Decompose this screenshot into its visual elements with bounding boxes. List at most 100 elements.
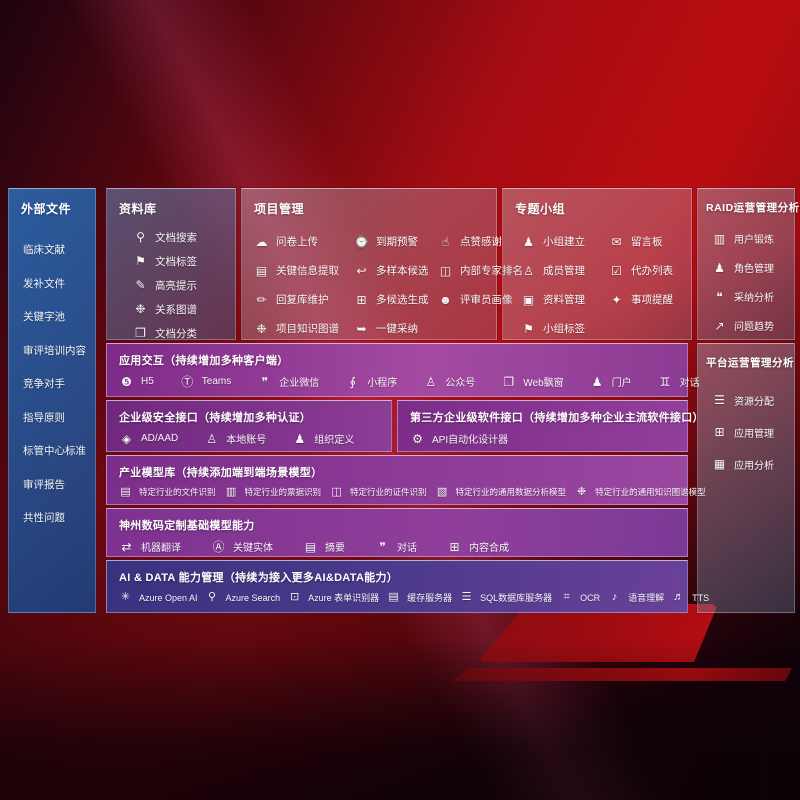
feature-item: ↗ 问题趋势 xyxy=(712,311,794,340)
todo-list-icon: ☑ xyxy=(611,263,622,278)
model-item: ▥ 特定行业的票据识别 xyxy=(225,485,322,498)
reply-maintain-icon: ✏ xyxy=(256,292,267,307)
ai-service-item: ♬ TTS xyxy=(673,591,710,603)
external-file-item: 标管中心标准 xyxy=(23,445,86,458)
feature-item: ◫ 内部专家排名 xyxy=(439,263,523,278)
feature-item: ❉ 项目知识图谱 xyxy=(254,314,354,343)
external-files-title: 外部文件 xyxy=(21,202,72,216)
external-file-item: 指导原则 xyxy=(23,411,65,424)
feature-item: ☻ 评审员画像 xyxy=(439,292,513,307)
project-management-panel: 项目管理 ☁ 问卷上传 ⌚ 到期预警 ☝ 点赞感谢 ▤ 关键信息提取 ↩ 多样本… xyxy=(241,188,524,343)
feature-item: ⚲ 文档搜索 xyxy=(133,225,235,249)
raid-analytics-list: ▥ 用户锻炼 ♟ 角色管理 ❝ 采纳分析 ↗ 问题趋势 xyxy=(712,224,794,340)
doc-search-icon: ⚲ xyxy=(136,230,145,244)
raid-analytics-title: RAID运营管理分析 xyxy=(706,202,800,214)
user-training-icon: ▥ xyxy=(713,231,726,246)
raid-analytics-panel: RAID运营管理分析 ▥ 用户锻炼 ♟ 角色管理 ❝ 采纳分析 ↗ 问题趋势 xyxy=(697,188,800,340)
resource-allocation-icon: ☰ xyxy=(714,393,725,407)
base-model-row: 神州数码定制基础模型能力 ⇄ 机器翻译 Ⓐ 关键实体 ▤ 摘要 ❞ 对话 ⊞ 内… xyxy=(106,508,688,557)
thumbs-up-icon: ☝ xyxy=(441,234,450,249)
id-recognition-icon: ◫ xyxy=(331,485,342,498)
client-item: ❐ Web飘窗 xyxy=(501,374,563,390)
auth-item: ♟ 组织定义 xyxy=(292,431,354,447)
platform-analytics-panel: 平台运营管理分析 ☰ 资源分配 ⊞ 应用管理 ▦ 应用分析 xyxy=(697,343,795,613)
expert-ranking-icon: ◫ xyxy=(439,263,452,278)
topic-groups-list: ♟ 小组建立 ✉ 留言板 ♙ 成员管理 ☑ 代办列表 ▣ 资料管理 ✦ 事项提醒 xyxy=(521,227,691,343)
key-info-extract-icon: ▤ xyxy=(255,263,268,278)
feature-item: ✏ 回复库维护 xyxy=(254,285,354,314)
feature-item: ➥ 一键采纳 xyxy=(354,314,438,343)
h5-icon: ❺ xyxy=(121,374,132,389)
ai-service-item: ✳ Azure Open AI xyxy=(120,591,198,603)
capability-item: ⊞ 内容合成 xyxy=(447,539,509,555)
chat-icon: ❞ xyxy=(379,539,386,554)
app-analysis-icon: ▦ xyxy=(713,457,726,471)
machine-translate-icon: ⇄ xyxy=(121,539,132,554)
topic-groups-title: 专题小组 xyxy=(515,202,566,216)
external-file-item: 临床文献 xyxy=(23,244,65,257)
feature-item: ▦ 应用分析 xyxy=(713,457,774,472)
ai-service-item: ☰ SQL数据库服务器 xyxy=(461,591,553,604)
feature-item: ▥ 用户锻炼 xyxy=(713,231,774,247)
feature-item: ▣ 资料管理 xyxy=(522,292,585,307)
project-management-title: 项目管理 xyxy=(254,202,305,216)
content-synthesis-icon: ⊞ xyxy=(449,539,460,554)
feature-item: ♟ 小组建立 xyxy=(521,227,609,256)
feature-item: ☰ 资源分配 xyxy=(712,384,794,416)
feature-item: ↩ 多样本候选 xyxy=(354,256,438,285)
speech-understanding-icon: ♪ xyxy=(611,591,618,603)
client-item: ♟ 门户 xyxy=(590,374,632,390)
client-item: Ⓣ Teams xyxy=(181,374,232,389)
third-party-interface-list: ⚙ API自动化设计器 xyxy=(410,431,675,447)
web-popup-icon: ❐ xyxy=(503,374,515,389)
one-click-adopt-icon: ➥ xyxy=(356,321,367,336)
portal-icon: ♟ xyxy=(591,374,603,389)
feature-item: ⚑ 文档标签 xyxy=(133,249,235,273)
miniprogram-icon: ∮ xyxy=(349,374,356,389)
client-item: ♊ 对话 xyxy=(658,374,700,390)
model-item: ▤ 特定行业的文件识别 xyxy=(120,485,216,498)
model-item: ◫ 特定行业的证件识别 xyxy=(331,485,427,498)
enterprise-security-row: 企业级安全接口（持续增加多种认证） ◈ AD/AAD ♙ 本地账号 ♟ 组织定义 xyxy=(106,400,392,452)
ai-service-item: ⊡ Azure 表单识别器 xyxy=(289,591,380,604)
official-account-icon: ♙ xyxy=(425,374,437,389)
issue-trend-icon: ↗ xyxy=(714,318,725,333)
knowledge-graph-model-icon: ❉ xyxy=(576,485,587,498)
project-management-list: ☁ 问卷上传 ⌚ 到期预警 ☝ 点赞感谢 ▤ 关键信息提取 ↩ 多样本候选 ◫ … xyxy=(254,227,524,343)
reminder-bell-icon: ✦ xyxy=(611,292,622,307)
enterprise-security-title: 企业级安全接口（持续增加多种认证） xyxy=(119,412,312,424)
api-designer-icon: ⚙ xyxy=(412,431,423,446)
external-files-panel: 外部文件 临床文献 发补文件 关键字池 审评培训内容 竞争对手 指导原则 标管中… xyxy=(8,188,96,613)
reviewer-profile-icon: ☻ xyxy=(439,292,452,307)
topic-groups-panel: 专题小组 ♟ 小组建立 ✉ 留言板 ♙ 成员管理 ☑ 代办列表 ▣ 资料管理 xyxy=(502,188,692,340)
bg-red-bar xyxy=(452,668,792,681)
third-party-interface-row: 第三方企业级软件接口（持续增加多种企业主流软件接口） ⚙ API自动化设计器 xyxy=(397,400,704,452)
feature-item: ✎ 高亮提示 xyxy=(133,273,235,297)
ad-aad-icon: ◈ xyxy=(121,431,132,446)
library-panel: 资料库 ⚲ 文档搜索 ⚑ 文档标签 ✎ 高亮提示 ❉ 关系图谱 ❐ 文档分类 xyxy=(106,188,236,340)
ai-data-row: AI & DATA 能力管理（持续为接入更多AI&DATA能力） ✳ Azure… xyxy=(106,560,709,613)
doc-classify-icon: ❐ xyxy=(135,326,146,340)
feature-item: ▤ 关键信息提取 xyxy=(255,263,339,278)
feature-item: ☁ 问卷上传 xyxy=(255,234,319,249)
auth-item: ♙ 本地账号 xyxy=(204,431,266,447)
feature-item: ❝ 采纳分析 xyxy=(712,282,794,311)
invoice-recognition-icon: ▥ xyxy=(225,485,237,498)
ai-service-item: ⚲ Azure Search xyxy=(206,592,280,603)
feature-item: ⊞ 多候选生成 xyxy=(354,285,438,314)
feature-item: ❐ 文档分类 xyxy=(133,321,235,345)
ai-service-item: ⌗ OCR xyxy=(560,592,601,603)
client-item: ❞ 企业微信 xyxy=(257,374,320,390)
local-account-icon: ♙ xyxy=(206,431,218,446)
external-file-item: 审评报告 xyxy=(23,478,65,491)
ai-data-list: ✳ Azure Open AI ⚲ Azure Search ⊡ Azure 表… xyxy=(119,591,709,604)
data-analysis-model-icon: ▧ xyxy=(436,485,448,498)
feature-item: ☝ 点赞感谢 xyxy=(438,227,523,256)
capability-item: ❞ 对话 xyxy=(375,539,417,555)
library-list: ⚲ 文档搜索 ⚑ 文档标签 ✎ 高亮提示 ❉ 关系图谱 ❐ 文档分类 xyxy=(133,225,235,345)
project-knowledge-graph-icon: ❉ xyxy=(256,321,267,336)
base-model-list: ⇄ 机器翻译 Ⓐ 关键实体 ▤ 摘要 ❞ 对话 ⊞ 内容合成 xyxy=(119,539,675,555)
external-file-item: 审评培训内容 xyxy=(23,344,86,357)
ai-service-item: ▤ 缓存服务器 xyxy=(388,591,453,604)
